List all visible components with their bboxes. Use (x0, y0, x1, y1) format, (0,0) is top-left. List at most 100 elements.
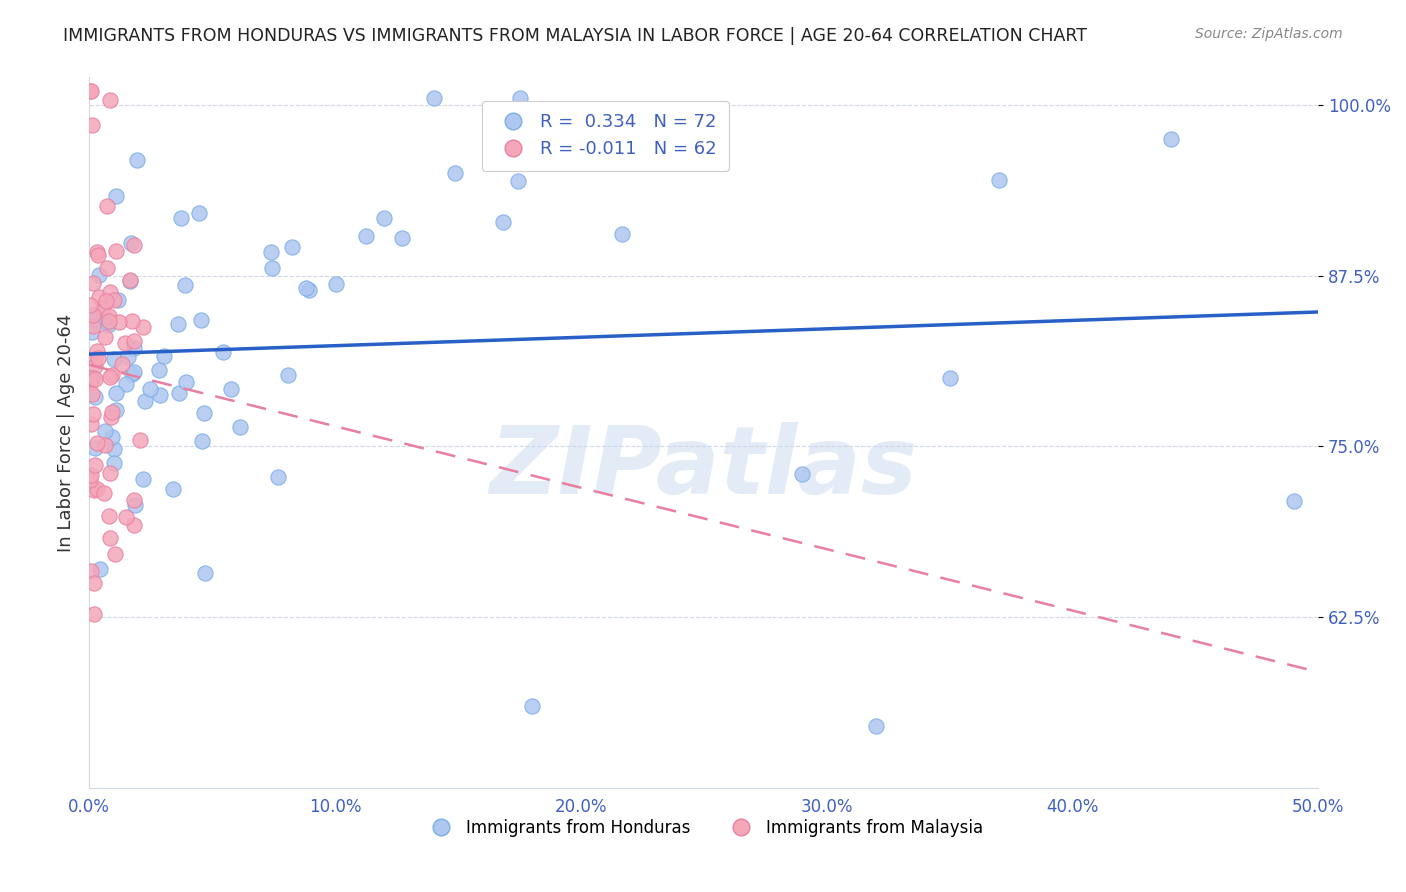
Immigrants from Honduras (1282, 494, 1305, 508)
Immigrants from Honduras (509, 91, 531, 105)
Immigrants from Honduras (84, 441, 107, 455)
Immigrants from Honduras (107, 293, 129, 307)
Immigrants from Malaysia (96, 199, 118, 213)
Immigrants from Malaysia (98, 509, 121, 524)
Immigrants from Honduras (492, 215, 515, 229)
Immigrants from Honduras (127, 153, 149, 167)
Immigrants from Honduras (105, 402, 128, 417)
Immigrants from Honduras (169, 385, 191, 400)
Immigrants from Malaysia (111, 357, 134, 371)
Immigrants from Honduras (987, 173, 1010, 187)
Immigrants from Honduras (82, 369, 104, 384)
Immigrants from Malaysia (80, 467, 103, 482)
Immigrants from Honduras (149, 388, 172, 402)
Immigrants from Honduras (281, 240, 304, 254)
Immigrants from Malaysia (98, 466, 121, 480)
Immigrants from Honduras (267, 469, 290, 483)
Immigrants from Honduras (96, 315, 118, 329)
Immigrants from Honduras (260, 245, 283, 260)
Immigrants from Honduras (295, 281, 318, 295)
Immigrants from Malaysia (93, 486, 115, 500)
Immigrants from Malaysia (121, 314, 143, 328)
Immigrants from Honduras (262, 260, 284, 275)
Immigrants from Malaysia (114, 335, 136, 350)
Immigrants from Honduras (94, 424, 117, 438)
Immigrants from Honduras (229, 420, 252, 434)
Immigrants from Honduras (790, 467, 813, 481)
Immigrants from Malaysia (94, 294, 117, 309)
Immigrants from Honduras (174, 278, 197, 293)
Immigrants from Honduras (194, 566, 217, 581)
Immigrants from Malaysia (98, 93, 121, 107)
Immigrants from Malaysia (97, 309, 120, 323)
Y-axis label: In Labor Force | Age 20-64: In Labor Force | Age 20-64 (58, 313, 75, 552)
Immigrants from Honduras (120, 235, 142, 250)
Text: IMMIGRANTS FROM HONDURAS VS IMMIGRANTS FROM MALAYSIA IN LABOR FORCE | AGE 20-64 : IMMIGRANTS FROM HONDURAS VS IMMIGRANTS F… (63, 27, 1087, 45)
Immigrants from Malaysia (87, 351, 110, 366)
Immigrants from Malaysia (82, 276, 104, 290)
Immigrants from Honduras (354, 229, 377, 244)
Immigrants from Malaysia (98, 370, 121, 384)
Immigrants from Malaysia (82, 407, 104, 421)
Immigrants from Malaysia (105, 244, 128, 258)
Immigrants from Honduras (121, 367, 143, 381)
Immigrants from Malaysia (94, 330, 117, 344)
Immigrants from Honduras (373, 211, 395, 226)
Immigrants from Malaysia (98, 531, 121, 545)
Immigrants from Malaysia (80, 370, 103, 384)
Immigrants from Malaysia (115, 510, 138, 524)
Immigrants from Honduras (865, 719, 887, 733)
Immigrants from Honduras (423, 91, 446, 105)
Immigrants from Honduras (118, 274, 141, 288)
Immigrants from Honduras (83, 390, 105, 404)
Immigrants from Malaysia (103, 547, 125, 561)
Immigrants from Malaysia (124, 334, 146, 348)
Immigrants from Malaysia (80, 417, 103, 431)
Immigrants from Honduras (122, 365, 145, 379)
Immigrants from Malaysia (80, 564, 103, 578)
Immigrants from Malaysia (122, 238, 145, 252)
Immigrants from Honduras (138, 382, 160, 396)
Immigrants from Malaysia (86, 482, 108, 496)
Immigrants from Honduras (115, 377, 138, 392)
Immigrants from Malaysia (86, 435, 108, 450)
Immigrants from Malaysia (82, 308, 104, 322)
Immigrants from Honduras (162, 482, 184, 496)
Immigrants from Malaysia (101, 405, 124, 419)
Immigrants from Honduras (508, 174, 530, 188)
Immigrants from Honduras (148, 363, 170, 377)
Immigrants from Honduras (132, 472, 155, 486)
Immigrants from Honduras (325, 277, 347, 292)
Immigrants from Malaysia (83, 483, 105, 498)
Immigrants from Honduras (89, 562, 111, 576)
Immigrants from Honduras (97, 318, 120, 332)
Immigrants from Honduras (277, 368, 299, 383)
Immigrants from Malaysia (132, 319, 155, 334)
Immigrants from Malaysia (91, 301, 114, 315)
Immigrants from Honduras (105, 188, 128, 202)
Immigrants from Malaysia (83, 458, 105, 472)
Immigrants from Malaysia (100, 285, 122, 299)
Immigrants from Honduras (938, 371, 960, 385)
Immigrants from Malaysia (98, 314, 121, 328)
Immigrants from Malaysia (79, 298, 101, 312)
Immigrants from Honduras (103, 456, 125, 470)
Immigrants from Honduras (80, 325, 103, 339)
Immigrants from Honduras (211, 345, 233, 359)
Immigrants from Malaysia (96, 260, 118, 275)
Immigrants from Malaysia (86, 343, 108, 358)
Immigrants from Honduras (124, 499, 146, 513)
Text: ZIPatlas: ZIPatlas (489, 422, 918, 514)
Immigrants from Honduras (117, 350, 139, 364)
Immigrants from Malaysia (80, 84, 103, 98)
Immigrants from Honduras (103, 352, 125, 367)
Immigrants from Honduras (391, 231, 413, 245)
Immigrants from Honduras (122, 342, 145, 356)
Immigrants from Malaysia (80, 386, 103, 401)
Immigrants from Malaysia (122, 518, 145, 533)
Immigrants from Honduras (443, 166, 465, 180)
Immigrants from Malaysia (103, 293, 125, 308)
Immigrants from Malaysia (84, 372, 107, 386)
Immigrants from Malaysia (83, 359, 105, 373)
Immigrants from Malaysia (83, 607, 105, 622)
